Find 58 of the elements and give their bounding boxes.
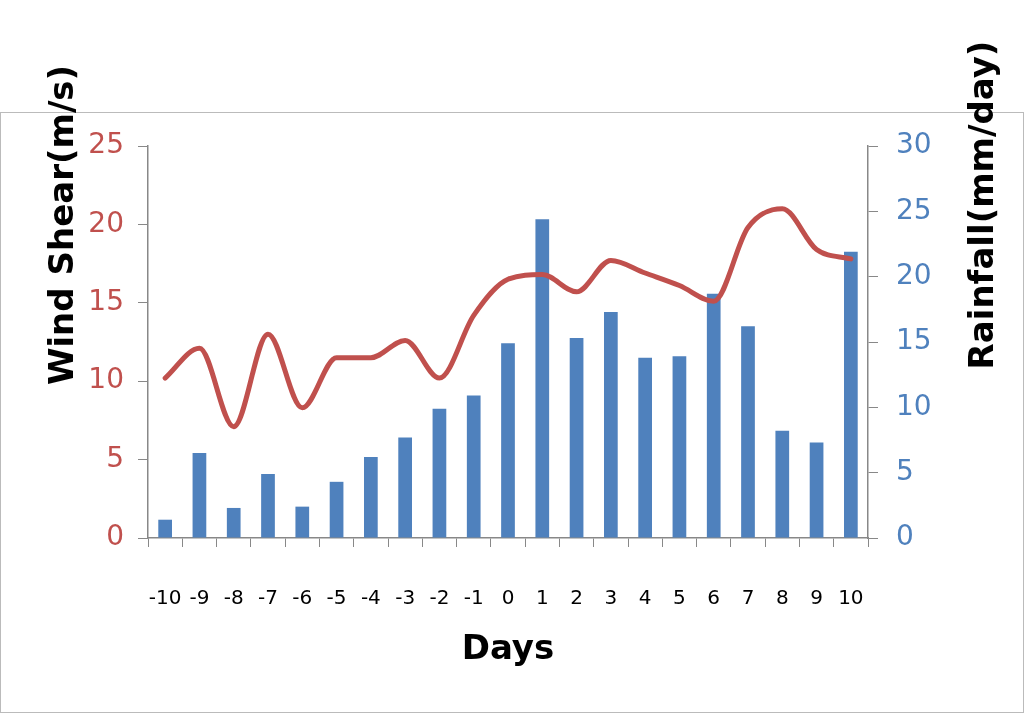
bar [569,338,584,538]
y-tick-label: 15 [88,284,124,318]
x-tick-label: 4 [638,585,652,610]
bar [604,311,618,538]
x-tick-label: -3 [395,585,416,610]
x-tick-label: 6 [707,585,721,610]
y2-axis-title: Rainfall(mm/day) [960,40,1001,370]
y-tick-label: 5 [106,440,124,474]
y2-tick-label: 5 [896,453,914,487]
y-tick-label: 10 [88,362,124,396]
y-tick-label: 0 [106,519,124,553]
bar [158,519,172,538]
x-tick-label: -10 [148,585,182,610]
bar [295,506,310,538]
bar [775,430,790,538]
y2-tick-label: 0 [896,519,914,553]
bar [638,357,652,538]
bar [809,442,824,538]
x-tick-label: 10 [838,585,864,610]
x-tick-label: -8 [223,585,244,610]
y-axis-title: Wind Shear(m/s) [40,64,81,386]
bar [501,343,515,538]
bar [535,219,550,538]
y2-tick-label: 10 [896,388,932,422]
x-tick-label: -7 [258,585,278,610]
x-axis-title: Days [461,626,555,667]
x-tick-label: 5 [673,585,686,610]
bar [364,456,378,538]
x-tick-label: -4 [360,585,381,610]
bar [741,326,755,538]
bar [672,356,687,538]
bar [466,395,481,538]
bar [432,408,447,538]
y-tick-label: 25 [88,127,124,161]
bar [398,437,412,538]
x-tick-label: 9 [810,585,823,610]
bar [192,453,207,538]
x-tick-label: -6 [292,585,313,610]
x-tick-label: 1 [535,585,549,610]
y2-tick-label: 30 [896,127,932,161]
x-tick-label: 7 [741,585,755,610]
x-tick-label: 2 [570,585,583,610]
x-tick-label: -1 [463,585,484,610]
y-tick-label: 20 [88,205,124,239]
bar [706,293,721,538]
bar [329,481,344,538]
x-tick-label: 0 [501,585,515,610]
bar [844,251,858,538]
bar [261,473,275,538]
x-tick-label: 8 [775,585,789,610]
x-tick-label: -5 [326,585,347,610]
y2-tick-label: 25 [896,192,932,226]
x-tick-label: 3 [604,585,618,610]
y2-tick-label: 15 [896,323,932,357]
x-tick-label: -9 [189,585,210,610]
bar [226,507,241,538]
x-tick-label: -2 [429,585,450,610]
y2-tick-label: 20 [896,257,932,291]
